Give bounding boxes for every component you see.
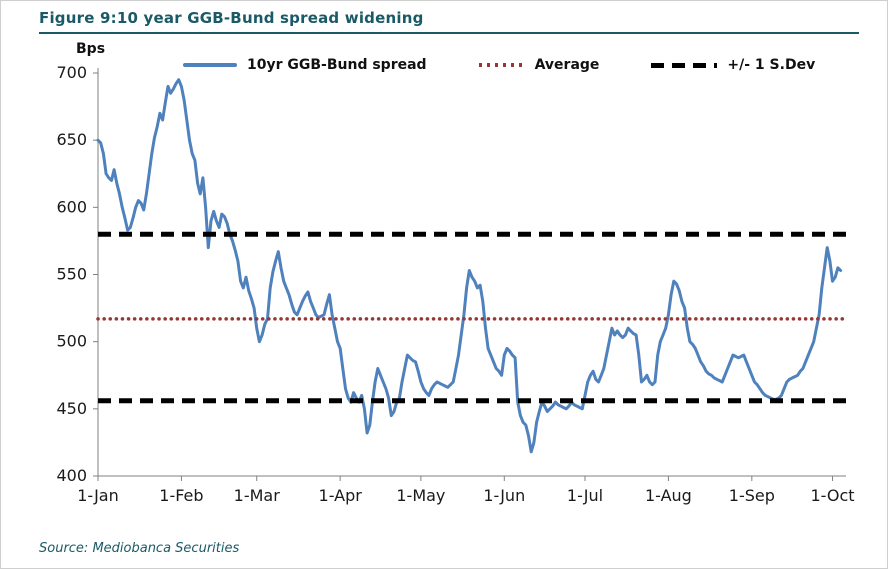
svg-text:450: 450 <box>56 399 87 418</box>
legend-label-spread: 10yr GGB-Bund spread <box>247 57 427 73</box>
legend-label-sdev: +/- 1 S.Dev <box>727 57 816 73</box>
svg-text:1-May: 1-May <box>396 486 445 505</box>
spread-line-swatch <box>183 63 237 67</box>
line-chart: 400 450 500 550 600 650 700 1-Jan 1-Feb 1-Mar 1-Ap… <box>56 65 855 505</box>
legend-item-spread: 10yr GGB-Bund spread <box>183 57 427 73</box>
svg-text:700: 700 <box>56 65 87 82</box>
legend-item-sdev: +/- 1 S.Dev <box>651 57 815 73</box>
sdev-line-swatch <box>651 62 718 68</box>
svg-text:1-Feb: 1-Feb <box>159 486 203 505</box>
average-line-swatch <box>478 63 525 67</box>
svg-text:600: 600 <box>56 197 87 216</box>
svg-text:1-Oct: 1-Oct <box>811 486 855 505</box>
svg-text:1-Jul: 1-Jul <box>567 486 603 505</box>
legend-label-average: Average <box>534 57 600 73</box>
svg-text:1-Mar: 1-Mar <box>234 486 281 505</box>
figure-title: Figure 9:10 year GGB-Bund spread widenin… <box>39 9 424 27</box>
svg-text:1-Apr: 1-Apr <box>319 486 363 505</box>
legend-item-average: Average <box>478 57 600 73</box>
svg-text:1-Jan: 1-Jan <box>77 486 119 505</box>
svg-text:400: 400 <box>56 466 87 485</box>
chart-legend: 10yr GGB-Bund spread Average +/- 1 S.Dev <box>183 57 815 73</box>
source-note: Source: Mediobanca Securities <box>39 541 240 556</box>
svg-text:500: 500 <box>56 332 87 351</box>
svg-text:1-Sep: 1-Sep <box>729 486 775 505</box>
svg-text:550: 550 <box>56 265 87 284</box>
svg-text:1-Jun: 1-Jun <box>483 486 525 505</box>
title-underline-rule <box>39 32 859 34</box>
y-axis-unit-label: Bps <box>76 41 106 57</box>
svg-text:650: 650 <box>56 130 87 149</box>
svg-text:1-Aug: 1-Aug <box>645 486 692 505</box>
